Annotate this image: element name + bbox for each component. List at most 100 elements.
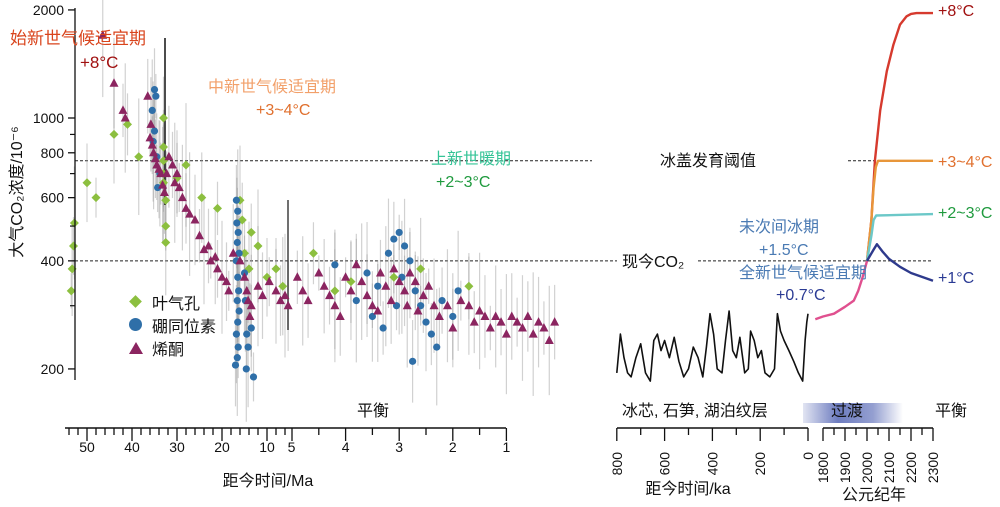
alkenone-point [258,290,267,300]
stomata-point [91,193,101,203]
series-line-+8°C [865,11,933,262]
holocene-temp: +0.7°C [776,287,826,304]
stomata-point [308,248,318,258]
alkenone-point [98,30,108,39]
alkenone-point [434,311,444,320]
alkenone-point [429,300,439,310]
alkenone-point [210,252,220,261]
stomata-point [123,119,132,129]
boron-point [433,343,441,351]
alkenone-point [118,105,128,114]
legend-label: 叶气孔 [152,295,201,313]
stomata-point [109,129,119,139]
alkenone-point [386,295,396,305]
ice-sheet-threshold-label: 冰盖发育阈值 [660,153,757,170]
boron-point [150,85,159,94]
alkenone-point [222,276,231,286]
alkenone-point [357,276,367,286]
alkenone-point [400,285,410,295]
alkenone-point [303,295,313,305]
boron-point [395,228,403,237]
boron-point [233,354,241,362]
alkenone-point [464,300,474,310]
boron-point [148,106,156,114]
x-tick-label-ka: 200 [752,452,768,476]
equilibrium-label-future: 平衡 [935,403,968,420]
alkenone-point [264,276,274,286]
alkenone-point [335,311,345,320]
miocene-temp: +3~4°C [256,102,311,119]
boron-point [234,207,242,215]
alkenone-point [512,317,522,326]
series-line-工业化以来 [814,260,869,321]
stomata-point [161,195,171,205]
stomata-point [66,286,76,296]
x-tick-label-ma: 30 [169,439,185,455]
alkenone-point [480,311,490,320]
alkenone-point [442,300,452,310]
y-tick-label: 1000 [33,110,64,126]
x-axis-title-year: 公元纪年 [841,487,907,504]
alkenone-point [418,290,428,300]
eocene-label: 始新世气候适宜期 [10,29,146,48]
x-tick-label-ma: 20 [214,439,230,455]
circle-marker-icon [129,317,142,331]
present-co2-label: 现今CO₂ [622,254,685,271]
alkenone-point [159,187,169,197]
alkenone-point [190,214,200,224]
x-tick-label-year: 1800 [815,452,831,483]
alkenone-point [469,317,479,326]
alkenone-point [170,177,180,187]
alkenone-point [271,285,281,295]
y-tick-label: 400 [41,253,65,269]
boron-point [406,257,414,265]
legend-item-stomata: 叶气孔 [128,290,216,313]
boron-point [449,312,457,321]
alkenone-point [298,285,308,295]
alkenone-point [523,311,533,320]
stomata-point [240,248,249,258]
lig-label: 未次间冰期 [739,219,820,236]
alkenone-point [528,329,538,338]
proxy-archive-label: 冰芯, 石笋, 湖泊纹层 [622,403,768,420]
projection-label-1: +1°C [938,270,975,287]
alkenone-point [213,263,222,273]
diamond-marker-icon [129,294,142,308]
y-tick-label: 200 [41,361,65,377]
miocene-label: 中新世气候适宜期 [208,79,337,96]
boron-point [234,228,242,237]
alkenone-point [235,255,245,265]
alkenone-point [496,317,506,326]
x-tick-label-year: 2100 [881,452,897,483]
stomata-point [330,286,340,296]
boron-point [233,219,241,227]
alkenone-point [341,272,351,281]
alkenone-point [346,285,356,295]
lig-temp: +1.5°C [759,242,809,259]
y-axis-title: 大气CO₂浓度/10⁻⁶ [9,126,26,258]
legend-item-alkenone: 烯酮 [128,336,216,359]
series-line-+3~4°C [865,159,933,262]
x-tick-label-year: 1900 [837,452,853,483]
alkenone-point [375,268,385,277]
alkenone-point [507,311,517,320]
y-tick-label: 800 [41,145,65,161]
x-tick-label-year: 2000 [859,452,875,483]
alkenone-point [381,281,391,290]
boron-point [384,249,393,257]
transition-band [803,403,903,423]
alkenone-point [174,182,184,192]
stomata-point [181,160,191,170]
stomata-point [278,281,288,291]
x-tick-label-year: 2300 [925,452,941,483]
alkenone-point [120,113,130,122]
alkenone-point [314,268,324,277]
alkenone-point [276,295,285,305]
boron-point [247,324,255,332]
alkenone-point [204,241,213,250]
boron-point [374,282,382,290]
x-tick-label-ma: 50 [79,439,95,455]
x-axis-title-ma: 距今时间/Ma [222,473,314,490]
alkenone-point [162,168,172,178]
